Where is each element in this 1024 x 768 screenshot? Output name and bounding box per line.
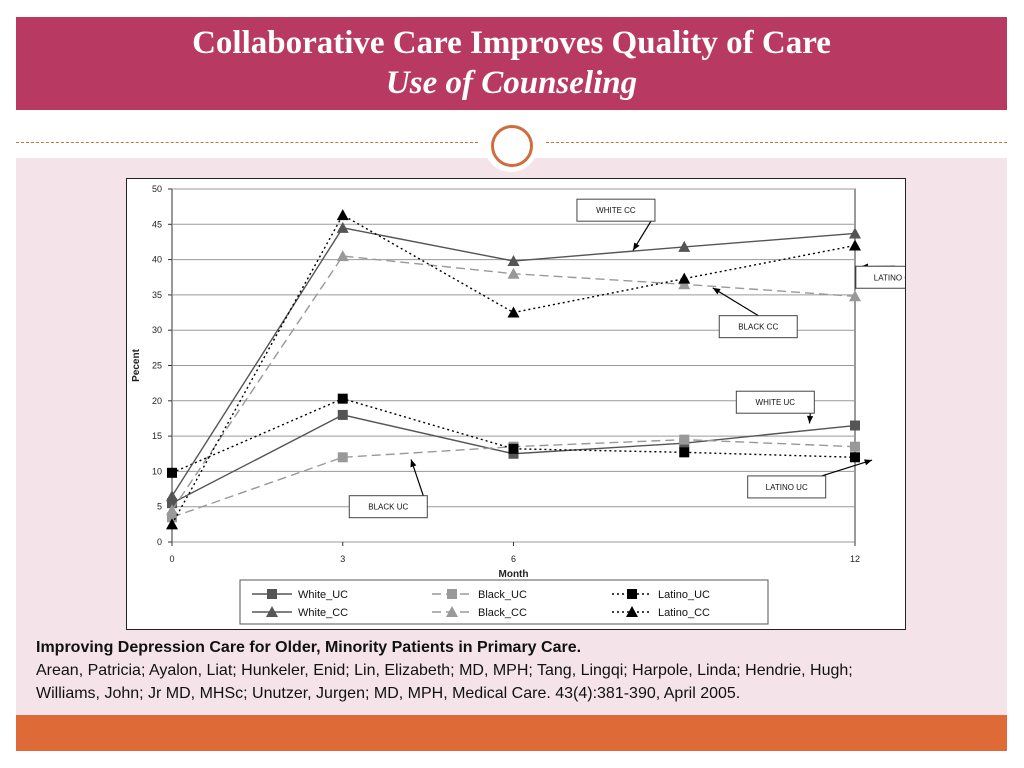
y-tick-label: 0 <box>157 537 162 547</box>
footer-bar <box>16 715 1007 751</box>
annotation-box <box>348 495 428 519</box>
data-point-latino-cc <box>849 239 861 251</box>
x-tick-label: 12 <box>850 554 860 564</box>
data-point-black-cc <box>166 504 178 516</box>
legend-label-latino-cc: Latino_CC <box>658 607 710 619</box>
legend-marker-black-cc <box>446 606 458 617</box>
data-point-white-uc <box>167 498 177 509</box>
series-line-latino-uc <box>171 397 856 474</box>
legend-label-white-cc: White_CC <box>298 607 348 619</box>
annotation-arrow <box>712 287 759 317</box>
annotation-box <box>747 475 827 499</box>
series-line-latino-cc <box>171 214 856 525</box>
data-point-white-cc <box>336 221 349 233</box>
citation-source: Williams, John; Jr MD, MHSc; Unutzer, Ju… <box>36 685 741 702</box>
line-chart: 0 5 10 15 20 25 30 35 40 45 50 0 3 6 12 Month Pecent WHIT… <box>131 184 935 625</box>
data-point-latino-uc <box>679 447 690 458</box>
annotation-box <box>576 198 656 222</box>
divider-line-left <box>16 142 478 143</box>
legend-marker-white-cc <box>266 606 278 617</box>
annotation-label: BLACK UC <box>368 503 408 512</box>
chart-container: 0 5 10 15 20 25 30 35 40 45 50 0 3 6 12 Month Pecent WHIT… <box>126 178 935 630</box>
legend-marker-white-uc <box>267 589 277 599</box>
legend-label-white-uc: White_UC <box>298 589 348 601</box>
x-tick-label: 6 <box>511 554 516 564</box>
y-axis-label: Pecent <box>131 348 142 381</box>
annotation-arrowhead <box>806 415 814 424</box>
annotation-arrowhead <box>633 242 640 251</box>
legend-marker-latino-cc <box>626 606 638 617</box>
citation-authors: Arean, Patricia; Ayalon, Liat; Hunkeler,… <box>36 662 853 679</box>
annotation-arrowhead <box>864 459 873 466</box>
data-point-latino-uc <box>850 452 860 463</box>
data-point-black-cc <box>336 250 349 262</box>
annotation-label: LATINO CC <box>874 273 905 282</box>
legend <box>239 579 769 625</box>
slide-title: Collaborative Care Improves Quality of C… <box>192 25 831 61</box>
legend-label-black-cc: Black_CC <box>478 607 527 619</box>
annotation-box <box>718 315 798 339</box>
data-point-black-cc <box>849 290 861 302</box>
slide-subtitle: Use of Counseling <box>385 65 638 101</box>
y-tick-label: 15 <box>152 431 162 441</box>
legend-marker-black-uc <box>447 589 457 599</box>
y-tick-label: 20 <box>152 396 162 406</box>
data-point-black-cc <box>507 267 520 279</box>
annotation-box <box>735 390 815 414</box>
data-point-latino-uc <box>508 443 519 454</box>
data-point-latino-uc <box>167 467 177 478</box>
annotation-arrowhead <box>410 459 417 468</box>
divider-line-right <box>546 142 1007 143</box>
data-point-latino-cc <box>336 209 349 221</box>
data-point-white-uc <box>337 409 348 420</box>
y-tick-label: 5 <box>157 502 162 512</box>
data-point-black-cc <box>678 278 691 290</box>
y-tick-label: 40 <box>152 255 162 265</box>
data-point-white-cc <box>849 227 861 239</box>
annotation-label: WHITE UC <box>756 398 796 407</box>
x-tick-label: 0 <box>169 554 174 564</box>
annotation-arrow <box>821 459 873 477</box>
y-tick-label: 45 <box>152 219 162 229</box>
data-point-white-cc <box>507 255 520 267</box>
data-point-latino-cc <box>166 518 178 530</box>
y-tick-label: 25 <box>152 361 162 371</box>
annotation-arrowhead <box>712 287 721 295</box>
data-point-latino-uc <box>337 393 348 404</box>
y-tick-label: 50 <box>152 184 162 194</box>
data-point-black-uc <box>850 441 860 452</box>
data-point-white-cc <box>678 240 691 252</box>
y-tick-label: 30 <box>152 325 162 335</box>
data-point-white-cc <box>166 490 178 502</box>
annotation-label: LATINO UC <box>766 483 808 492</box>
legend-marker-latino-uc <box>627 589 637 599</box>
data-point-latino-cc <box>678 272 691 284</box>
legend-label-black-uc: Black_UC <box>478 589 527 601</box>
title-bar: Collaborative Care Improves Quality of C… <box>16 17 1007 110</box>
legend-label-latino-uc: Latino_UC <box>658 589 710 601</box>
y-tick-label: 10 <box>152 466 162 476</box>
circle-ornament-icon <box>491 125 533 167</box>
x-tick-label: 3 <box>340 554 345 564</box>
data-point-black-uc <box>167 512 177 523</box>
citation-title: Improving Depression Care for Older, Min… <box>36 639 582 656</box>
data-point-black-uc <box>679 434 690 445</box>
y-tick-label: 35 <box>152 290 162 300</box>
annotation-label: BLACK CC <box>738 323 778 332</box>
annotation-label: WHITE CC <box>596 206 636 215</box>
data-point-latino-cc <box>507 306 520 318</box>
data-point-white-uc <box>850 420 860 431</box>
citation: Improving Depression Care for Older, Min… <box>36 636 986 705</box>
x-axis-label: Month <box>499 569 529 580</box>
data-point-black-uc <box>337 452 348 463</box>
